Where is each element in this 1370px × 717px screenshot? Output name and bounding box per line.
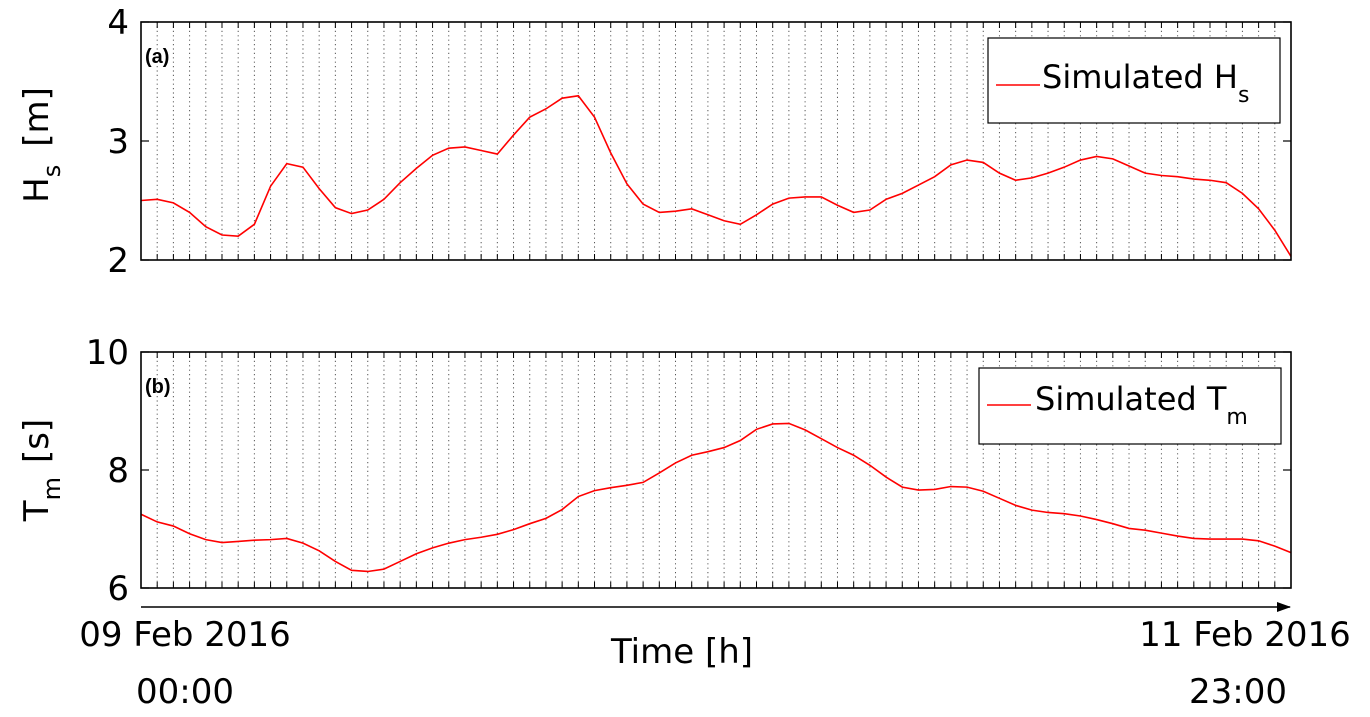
panel-b-legend-box	[978, 367, 1282, 445]
panel-b-ylabel-symbol: T	[17, 500, 57, 522]
panel-b-axes-box	[140, 351, 1292, 589]
panel-a-ylabel-symbol: H	[17, 177, 57, 203]
panel-b-y-axis-label: Tm [s]	[17, 419, 66, 522]
panel-b-ylabel-sub: m	[38, 477, 66, 500]
time-axis-label: Time [h]	[610, 632, 753, 672]
end-date-label: 11 Feb 2016	[1139, 615, 1351, 655]
panel-a-ylabel-unit: [m]	[17, 87, 57, 147]
panel-a-legend-label: Simulated H	[1042, 58, 1238, 96]
svg-text:Tm[s]: Tm [s]	[17, 419, 66, 522]
panel-a-label: (a)	[145, 46, 169, 68]
start-date-label: 09 Feb 2016	[79, 615, 291, 655]
panel-a-legend: Simulated Hs	[987, 37, 1281, 124]
panel-a-axes-box	[140, 21, 1292, 261]
panel-b-label: (b)	[145, 376, 171, 398]
panel-a-hs-chart: 234 (a) Hs[m] Simulated Hs	[17, 3, 1292, 281]
panel-a-legend-box	[987, 37, 1281, 124]
panel-a-legend-sub: s	[1238, 83, 1249, 108]
end-time-label: 23:00	[1189, 672, 1287, 712]
start-time-label: 00:00	[136, 672, 234, 712]
hs-series-line	[140, 94, 1292, 257]
panel-b-legend: Simulated Tm	[978, 367, 1282, 445]
panel-b-x-ticks	[140, 352, 1292, 588]
svg-text:Hs[m]: Hs [m]	[17, 87, 66, 203]
y-tick-label: 4	[107, 3, 129, 43]
y-tick-label: 10	[86, 333, 129, 373]
y-tick-label: 2	[107, 241, 129, 281]
y-tick-label: 3	[107, 122, 129, 162]
panel-a-ylabel-sub: s	[38, 165, 66, 178]
panel-b-legend-label: Simulated T	[1035, 380, 1227, 418]
svg-text:Simulated Hs: Simulated Hs	[1042, 58, 1249, 108]
svg-text:Simulated Tm: Simulated Tm	[1035, 380, 1248, 430]
y-tick-label: 8	[107, 451, 129, 491]
tm-series-line	[140, 422, 1292, 573]
panel-b-ylabel-unit: [s]	[17, 419, 57, 463]
panel-b-legend-sub: m	[1226, 405, 1247, 430]
panel-a-x-ticks	[140, 22, 1292, 260]
panel-a-y-axis-label: Hs [m]	[17, 87, 66, 203]
y-tick-label: 6	[107, 569, 129, 609]
